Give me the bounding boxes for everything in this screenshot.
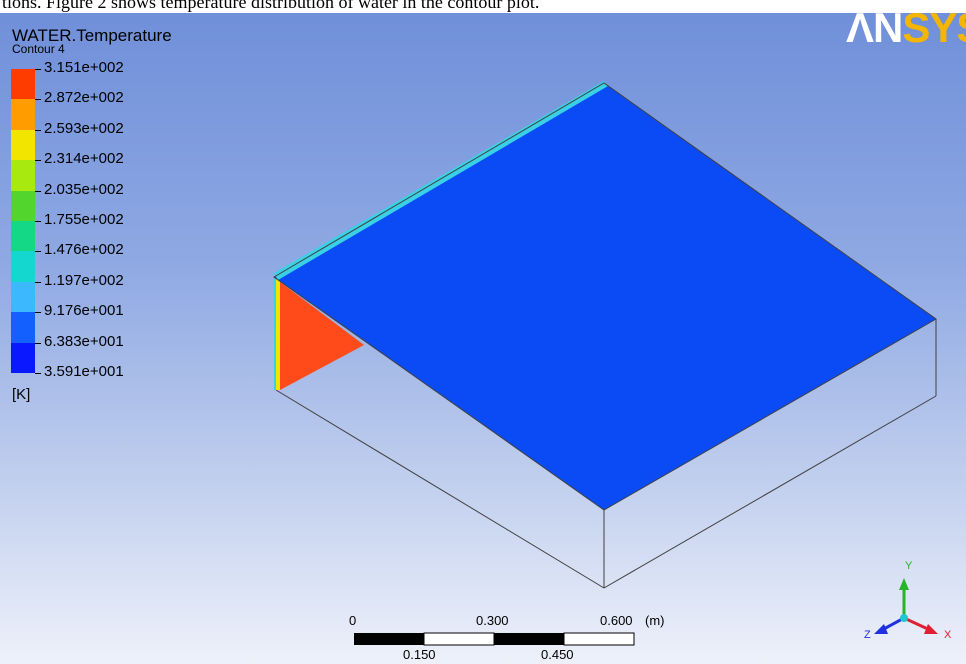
logo-text-part1: ΛN xyxy=(846,4,903,51)
legend-tick-mark xyxy=(35,373,41,374)
y-axis-label: Y xyxy=(905,560,913,572)
legend-tick-mark xyxy=(35,99,41,101)
legend-tick-mark xyxy=(35,312,41,314)
legend-tick-mark xyxy=(35,69,41,70)
legend-swatch xyxy=(11,129,35,161)
legend-tick-mark xyxy=(35,342,41,344)
legend-swatch xyxy=(11,251,35,283)
legend-tick-label: 2.872e+002 xyxy=(44,89,124,107)
legend-tick-label: 9.176e+001 xyxy=(44,302,124,320)
legend-swatch xyxy=(11,190,35,222)
legend-tick-label: 3.591e+001 xyxy=(44,363,124,380)
scale-segment-1 xyxy=(354,633,424,645)
document-caption-text: tions. Figure 2 shows temperature distri… xyxy=(0,0,966,13)
top-back-edge-cyan xyxy=(274,81,608,280)
z-axis-arrow xyxy=(874,624,888,634)
legend-tick-mark xyxy=(35,221,41,222)
axis-origin xyxy=(900,614,908,622)
legend-swatch xyxy=(11,160,35,192)
legend-tick-label: 3.151e+002 xyxy=(44,59,124,76)
scale-segment-3 xyxy=(494,633,564,645)
legend-tick-label: 2.593e+002 xyxy=(44,119,124,137)
legend-tick-label: 1.197e+002 xyxy=(44,271,124,289)
scale-label-0450: 0.450 xyxy=(541,647,574,662)
scale-segment-2 xyxy=(423,632,495,646)
legend-tick-mark xyxy=(35,251,41,253)
legend-swatch xyxy=(11,69,35,100)
legend-tick-label: 2.035e+002 xyxy=(44,180,124,198)
scale-label-0600: 0.600 xyxy=(600,613,633,628)
legend-tick-mark xyxy=(35,281,41,283)
legend-tick-label: 2.314e+002 xyxy=(44,150,124,168)
legend-subtitle: Contour 4 xyxy=(12,42,65,56)
legend-swatch xyxy=(11,99,35,131)
legend-swatch xyxy=(11,342,35,374)
ansys-logo: ΛNSYS xyxy=(846,6,966,50)
scale-label-0: 0 xyxy=(349,613,357,628)
inlet-edge-yellow xyxy=(276,278,280,390)
legend-tick-label: 1.476e+002 xyxy=(44,241,124,259)
z-axis-label: Z xyxy=(864,629,871,641)
y-axis-arrow xyxy=(899,578,909,590)
top-surface-cold xyxy=(274,83,936,510)
legend-tick-mark xyxy=(35,129,41,131)
legend-tick-label: 6.383e+001 xyxy=(44,332,124,350)
legend-tick-mark xyxy=(35,190,41,192)
scale-label-0300: 0.300 xyxy=(476,613,509,628)
legend-color-bar xyxy=(11,69,35,374)
legend-swatch xyxy=(11,221,35,252)
axis-triad[interactable]: Y X Z xyxy=(858,558,958,658)
scale-label-0150: 0.150 xyxy=(403,647,436,662)
legend-tick-mark xyxy=(35,160,41,162)
inlet-edge-cyan xyxy=(274,276,276,390)
axis-triad-icon xyxy=(874,578,938,634)
x-axis-line xyxy=(903,616,931,632)
scale-segment-4 xyxy=(563,632,635,646)
logo-text-part2: SYS xyxy=(902,4,966,51)
z-axis-line xyxy=(881,616,905,632)
x-axis-arrow xyxy=(924,624,938,634)
top-surface-outline xyxy=(273,82,937,511)
legend-title: WATER.Temperature xyxy=(12,26,172,45)
legend-swatch xyxy=(11,312,35,344)
legend-tick-label: 1.755e+002 xyxy=(44,211,124,228)
edge-bottom-right xyxy=(603,395,937,589)
inlet-face-hot xyxy=(280,282,364,390)
x-axis-label: X xyxy=(944,629,952,641)
legend-unit: [K] xyxy=(12,386,31,403)
scale-unit: (m) xyxy=(645,613,665,628)
legend-swatch xyxy=(11,281,35,313)
edge-bottom-left xyxy=(275,389,605,589)
